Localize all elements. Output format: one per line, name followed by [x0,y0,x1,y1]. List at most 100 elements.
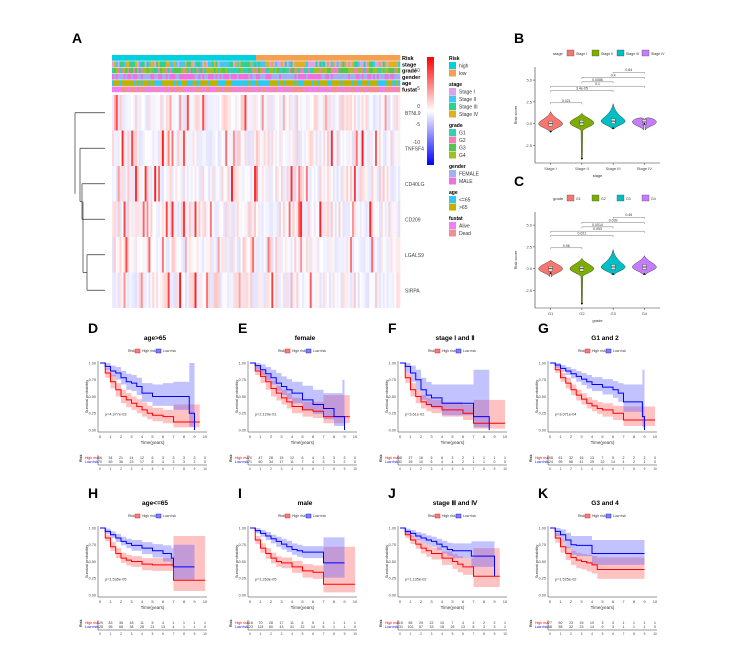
annotation-cell [398,73,401,80]
annotation-cell [160,80,163,86]
annotation-cell [286,73,289,80]
annotation-cell [196,86,199,93]
heatmap-cell [188,201,192,237]
heatmap-cell [275,272,278,308]
annotation-cell [125,73,128,80]
heatmap-cell [375,95,378,131]
annotation-cell [219,61,222,67]
annotation-cell [232,67,236,74]
heatmap-cell [361,201,364,237]
annotation-cell [267,67,270,74]
heatmap-row-sirpa: SIRPA [112,272,420,308]
annotation-cell [169,80,172,86]
legend-swatch [641,49,650,57]
heatmap-cell [309,237,312,273]
annotation-cell [240,67,243,74]
annotation-cell [227,80,230,86]
annotation-cell [192,80,195,86]
heatmap-cell [328,130,332,166]
annotation-cell [359,86,362,93]
risk-count-low: 28 [140,625,144,629]
annotation-cell [315,73,318,80]
annotation-cell [302,67,305,74]
annotation-cell [215,86,218,93]
annotation-cell [198,55,201,61]
survival-curve-high [550,527,645,571]
y-tick-label: 0.50 [389,395,396,399]
annotation-cell [181,86,184,93]
heatmap-cell [225,95,228,131]
legend-item: High risk [292,349,306,353]
heatmap-cell [332,272,336,308]
survival-curve-high [100,362,200,423]
annotation-cell [359,73,362,80]
color-scale-tick: -10 [413,140,420,146]
annotation-cell [242,86,245,93]
risk-table-label: Risk [229,455,233,462]
heatmap-cell [352,237,355,273]
heatmap-cell [373,272,376,308]
risk-count-high: 3 [452,456,454,460]
heatmap-cell [344,237,347,273]
heatmap-panel: RiskstagegradegenderagefustatBTNL9TNFSF4… [74,55,480,308]
heatmap-cell [148,95,151,131]
km-title: stage Ⅲ and Ⅳ [433,499,478,507]
annotation-cell [131,80,134,86]
annotation-cell [242,73,245,80]
annotation-cell [388,67,391,74]
x-tick-label: 4 [141,599,144,604]
km-title: male [298,500,313,507]
x-tick-label: 4 [591,599,594,604]
legend-swatch [566,194,575,202]
x-tick-label: 9 [193,434,196,439]
annotation-cell [184,61,188,67]
heatmap-cell [367,130,370,166]
heatmap-cell [334,130,337,166]
heatmap-cell [240,201,243,237]
x-axis-label: Time(years) [141,440,165,445]
gene-label: CD209 [405,217,421,223]
legend-swatch-low [155,348,162,354]
heatmap-cell [158,130,161,166]
heatmap-cell [398,130,401,166]
annotation-cell [311,73,314,80]
annotation-cell [330,67,334,74]
heatmap-cell [177,166,180,202]
annotation-cell [190,86,193,93]
risk-count-low: 2 [633,460,635,464]
heatmap-cell [396,272,399,308]
annotation-cell [136,80,140,86]
annotation-cell [136,73,140,80]
heatmap-cell [371,95,374,131]
heatmap-cell [152,130,155,166]
annotation-cell [119,86,122,93]
annotation-cell [246,61,249,67]
annotation-cell [227,73,230,80]
y-tick-label: 0.75 [239,543,246,547]
annotation-cell [267,73,270,80]
annotation-cell [365,86,368,93]
heatmap-cell [115,272,119,308]
annotation-cell [346,86,349,93]
legend-title: Risk [578,349,585,353]
annotation-cell [348,80,351,86]
x-tick-label: 1 [109,434,112,439]
heatmap-cell [307,272,311,308]
heatmap-cell [204,95,207,131]
heatmap-cell [190,237,193,273]
legend-item: Stage III [459,105,478,111]
heatmap-cell [181,130,184,166]
annotation-track-age: age [112,80,411,87]
risk-count-high: 27 [409,456,413,460]
heatmap-cell [246,237,249,273]
heatmap-cell [321,166,324,202]
risk-row-label-low: Low risk [535,625,548,629]
legend-swatch [449,170,456,177]
heatmap-cell [300,130,303,166]
annotation-cell [380,73,384,80]
risk-count-low: 131 [397,625,403,629]
annotation-cell [135,80,138,86]
heatmap-cell [365,130,368,166]
heatmap-cell [217,237,220,273]
heatmap-cell [279,95,282,131]
